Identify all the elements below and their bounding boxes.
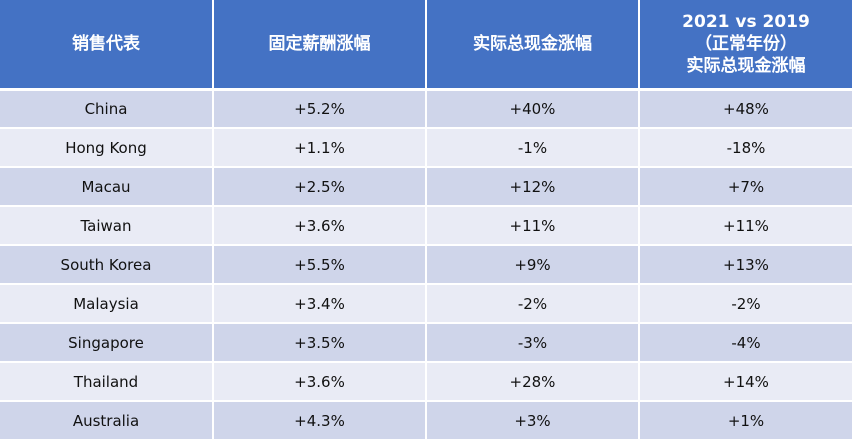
cell-2021-vs-2019: -4% bbox=[639, 323, 852, 363]
table-row: Macau +2.5% +12% +7% bbox=[0, 167, 852, 207]
cell-fixed-pay-increase: +3.6% bbox=[213, 362, 427, 402]
cell-actual-total-cash-increase: +9% bbox=[426, 245, 640, 285]
cell-2021-vs-2019: +7% bbox=[639, 167, 852, 207]
cell-region: Hong Kong bbox=[0, 128, 214, 168]
cell-actual-total-cash-increase: +28% bbox=[426, 362, 640, 402]
cell-region: South Korea bbox=[0, 245, 214, 285]
cell-fixed-pay-increase: +3.6% bbox=[213, 206, 427, 246]
header-fixed-pay-increase: 固定薪酬涨幅 bbox=[213, 0, 427, 91]
cell-2021-vs-2019: -2% bbox=[639, 284, 852, 324]
cell-region: Singapore bbox=[0, 323, 214, 363]
table-row: South Korea +5.5% +9% +13% bbox=[0, 245, 852, 285]
cell-actual-total-cash-increase: -1% bbox=[426, 128, 640, 168]
header-row: 销售代表 固定薪酬涨幅 实际总现金涨幅 2021 vs 2019 （正常年份） … bbox=[0, 0, 852, 91]
table-row: China +5.2% +40% +48% bbox=[0, 89, 852, 129]
header-2021-vs-2019-line1: 2021 vs 2019 bbox=[682, 11, 810, 32]
header-actual-total-cash-increase: 实际总现金涨幅 bbox=[426, 0, 640, 91]
cell-fixed-pay-increase: +5.5% bbox=[213, 245, 427, 285]
table-row: Malaysia +3.4% -2% -2% bbox=[0, 284, 852, 324]
table-body: China +5.2% +40% +48% Hong Kong +1.1% -1% -18% M… bbox=[0, 89, 852, 441]
cell-fixed-pay-increase: +2.5% bbox=[213, 167, 427, 207]
cell-2021-vs-2019: +11% bbox=[639, 206, 852, 246]
cell-actual-total-cash-increase: +3% bbox=[426, 401, 640, 441]
cell-actual-total-cash-increase: -2% bbox=[426, 284, 640, 324]
cell-2021-vs-2019: +14% bbox=[639, 362, 852, 402]
cell-region: Thailand bbox=[0, 362, 214, 402]
cell-region: Macau bbox=[0, 167, 214, 207]
table-header: 销售代表 固定薪酬涨幅 实际总现金涨幅 2021 vs 2019 （正常年份） … bbox=[0, 0, 852, 91]
cell-actual-total-cash-increase: +40% bbox=[426, 89, 640, 129]
cell-fixed-pay-increase: +5.2% bbox=[213, 89, 427, 129]
header-2021-vs-2019-line2: （正常年份） bbox=[695, 33, 797, 54]
cell-2021-vs-2019: +48% bbox=[639, 89, 852, 129]
cell-actual-total-cash-increase: +12% bbox=[426, 167, 640, 207]
cell-region: Australia bbox=[0, 401, 214, 441]
header-sales-rep: 销售代表 bbox=[0, 0, 214, 91]
cell-region: Malaysia bbox=[0, 284, 214, 324]
cell-fixed-pay-increase: +3.4% bbox=[213, 284, 427, 324]
cell-region: Taiwan bbox=[0, 206, 214, 246]
table-row: Taiwan +3.6% +11% +11% bbox=[0, 206, 852, 246]
table-row: Australia +4.3% +3% +1% bbox=[0, 401, 852, 441]
header-2021-vs-2019-line3: 实际总现金涨幅 bbox=[686, 55, 806, 76]
header-2021-vs-2019: 2021 vs 2019 （正常年份） 实际总现金涨幅 bbox=[639, 0, 852, 91]
cell-region: China bbox=[0, 89, 214, 129]
table-row: Singapore +3.5% -3% -4% bbox=[0, 323, 852, 363]
cell-2021-vs-2019: +13% bbox=[639, 245, 852, 285]
cell-fixed-pay-increase: +3.5% bbox=[213, 323, 427, 363]
cell-actual-total-cash-increase: -3% bbox=[426, 323, 640, 363]
cell-actual-total-cash-increase: +11% bbox=[426, 206, 640, 246]
table-row: Thailand +3.6% +28% +14% bbox=[0, 362, 852, 402]
cell-2021-vs-2019: +1% bbox=[639, 401, 852, 441]
cell-fixed-pay-increase: +1.1% bbox=[213, 128, 427, 168]
cell-2021-vs-2019: -18% bbox=[639, 128, 852, 168]
table-row: Hong Kong +1.1% -1% -18% bbox=[0, 128, 852, 168]
cell-fixed-pay-increase: +4.3% bbox=[213, 401, 427, 441]
